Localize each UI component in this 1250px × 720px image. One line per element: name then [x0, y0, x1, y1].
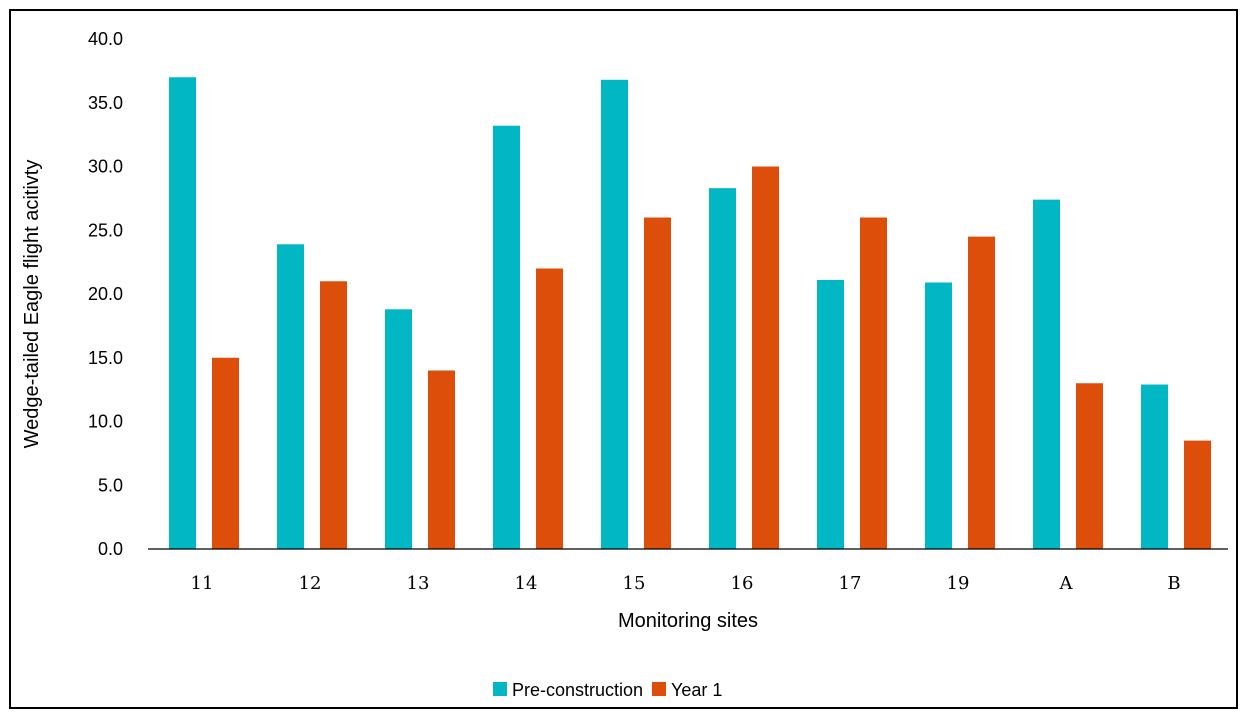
- x-tick-label: B: [1167, 573, 1180, 594]
- x-tick-label: 14: [515, 573, 538, 594]
- y-tick-label: 30.0: [88, 157, 123, 177]
- y-tick-label: 20.0: [88, 284, 123, 304]
- y-tick-label: 35.0: [88, 93, 123, 113]
- bar-year-1-14: [536, 268, 563, 549]
- bar-year-1-11: [212, 357, 239, 549]
- bar-year-1-16: [752, 166, 779, 549]
- y-axis-ticks: 0.0 5.0 10.0 15.0 20.0 25.0 30.0 35.0 40.0: [88, 29, 123, 559]
- bar-pre-construction-12: [277, 244, 304, 549]
- bar-pre-construction-13: [385, 309, 412, 549]
- bar-pre-construction-15: [601, 79, 628, 550]
- x-axis-title: Monitoring sites: [618, 610, 758, 632]
- y-tick-label: 25.0: [88, 220, 123, 240]
- legend-swatch-year-1: [652, 682, 666, 696]
- y-tick-label: 0.0: [98, 539, 123, 559]
- x-tick-label: 11: [191, 573, 214, 594]
- bar-pre-construction-19: [925, 282, 952, 549]
- y-axis-title: Wedge-tailed Eagle flight acitivty: [21, 160, 43, 449]
- x-tick-label: A: [1059, 573, 1074, 594]
- legend-label-pre-construction: Pre-construction: [512, 680, 643, 700]
- bar-pre-construction-b: [1141, 384, 1168, 549]
- x-tick-label: 19: [947, 573, 970, 594]
- x-axis-ticks: 11 12 13 14 15 16 17 19 A B: [191, 573, 1181, 594]
- bar-year-1-19: [968, 236, 995, 549]
- bar-year-1-a: [1076, 383, 1103, 549]
- bar-year-1-17: [860, 217, 887, 549]
- x-tick-label: 16: [731, 573, 754, 594]
- x-tick-label: 12: [299, 573, 322, 594]
- bar-year-1-b: [1184, 440, 1211, 549]
- legend-label-year-1: Year 1: [671, 680, 722, 700]
- bar-pre-construction-a: [1033, 199, 1060, 549]
- x-tick-label: 13: [407, 573, 430, 594]
- y-tick-label: 40.0: [88, 29, 123, 49]
- y-tick-label: 15.0: [88, 348, 123, 368]
- bar-year-1-15: [644, 217, 671, 549]
- bar-year-1-12: [320, 281, 347, 549]
- legend-swatch-pre-construction: [493, 682, 507, 696]
- bar-pre-construction-14: [493, 125, 520, 549]
- bars: [169, 77, 1211, 550]
- bar-pre-construction-16: [709, 188, 736, 550]
- bar-year-1-13: [428, 370, 455, 549]
- y-tick-label: 5.0: [98, 475, 123, 495]
- y-tick-label: 10.0: [88, 412, 123, 432]
- bar-pre-construction-17: [817, 279, 844, 549]
- x-tick-label: 17: [839, 573, 862, 594]
- bar-pre-construction-11: [169, 77, 196, 549]
- legend: Pre-construction Year 1: [493, 680, 722, 700]
- x-tick-label: 15: [623, 573, 646, 594]
